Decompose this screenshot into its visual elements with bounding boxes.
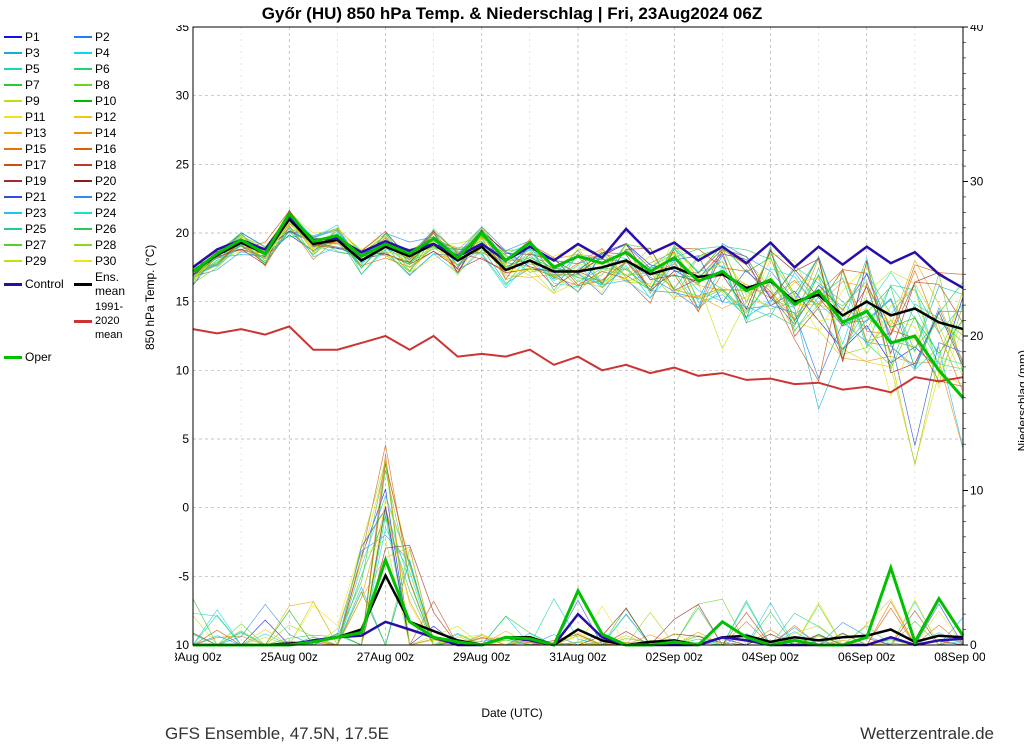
legend-item-p11: P11	[4, 110, 74, 124]
svg-text:20: 20	[970, 329, 984, 343]
legend-item-p3: P3	[4, 46, 74, 60]
svg-text:04Sep 00z: 04Sep 00z	[742, 650, 799, 664]
legend-item-p12: P12	[74, 110, 144, 124]
legend: P1P2P3P4P5P6P7P8P9P10P11P12P13P14P15P16P…	[4, 30, 154, 366]
svg-text:31Aug 00z: 31Aug 00z	[549, 650, 606, 664]
legend-item-p10: P10	[74, 94, 144, 108]
y-axis-label-left: 850 hPa Temp. (°C)	[143, 245, 157, 350]
svg-text:30: 30	[970, 175, 984, 189]
legend-item-p5: P5	[4, 62, 74, 76]
svg-text:29Aug 00z: 29Aug 00z	[453, 650, 510, 664]
legend-item-p1: P1	[4, 30, 74, 44]
chart-title: Győr (HU) 850 hPa Temp. & Niederschlag |…	[0, 4, 1024, 24]
legend-item-p16: P16	[74, 142, 144, 156]
legend-item-climo: 1991-2020 mean	[74, 300, 144, 342]
chart-container: Győr (HU) 850 hPa Temp. & Niederschlag |…	[0, 0, 1024, 750]
legend-item-control: Control	[4, 270, 74, 298]
legend-item-p27: P27	[4, 238, 74, 252]
legend-item-p6: P6	[74, 62, 144, 76]
svg-text:30: 30	[176, 89, 190, 103]
svg-text:5: 5	[182, 432, 189, 446]
svg-text:20: 20	[176, 226, 190, 240]
legend-item-p26: P26	[74, 222, 144, 236]
svg-text:25Aug 00z: 25Aug 00z	[261, 650, 318, 664]
legend-item-p17: P17	[4, 158, 74, 172]
legend-item-p25: P25	[4, 222, 74, 236]
svg-text:35: 35	[176, 25, 190, 34]
svg-text:23Aug 00z: 23Aug 00z	[175, 650, 222, 664]
legend-item-oper: Oper	[4, 350, 74, 364]
legend-item-p19: P19	[4, 174, 74, 188]
footer-left: GFS Ensemble, 47.5N, 17.5E	[165, 724, 389, 744]
y-axis-label-right: Niederschlag (mm)	[1015, 350, 1024, 451]
svg-text:08Sep 00z: 08Sep 00z	[934, 650, 985, 664]
svg-text:10: 10	[176, 363, 190, 377]
legend-item-p23: P23	[4, 206, 74, 220]
svg-text:0: 0	[182, 501, 189, 515]
footer-right: Wetterzentrale.de	[860, 724, 994, 744]
legend-item-p14: P14	[74, 126, 144, 140]
legend-item-p2: P2	[74, 30, 144, 44]
legend-item-p29: P29	[4, 254, 74, 268]
legend-item-p7: P7	[4, 78, 74, 92]
legend-item-p9: P9	[4, 94, 74, 108]
legend-item-p24: P24	[74, 206, 144, 220]
svg-text:25: 25	[176, 157, 190, 171]
legend-item-p20: P20	[74, 174, 144, 188]
svg-text:15: 15	[176, 295, 190, 309]
legend-item-p18: P18	[74, 158, 144, 172]
legend-item-p4: P4	[74, 46, 144, 60]
legend-item-p15: P15	[4, 142, 74, 156]
svg-text:-5: -5	[178, 569, 189, 583]
svg-text:27Aug 00z: 27Aug 00z	[357, 650, 414, 664]
legend-item-p21: P21	[4, 190, 74, 204]
legend-item-p30: P30	[74, 254, 144, 268]
x-axis-label: Date (UTC)	[0, 706, 1024, 720]
legend-item-p8: P8	[74, 78, 144, 92]
svg-text:06Sep 00z: 06Sep 00z	[838, 650, 895, 664]
legend-item-p22: P22	[74, 190, 144, 204]
legend-item-ens-mean: Ens. mean	[74, 270, 144, 298]
svg-text:40: 40	[970, 25, 984, 34]
svg-text:10: 10	[970, 484, 984, 498]
svg-text:02Sep 00z: 02Sep 00z	[646, 650, 703, 664]
legend-item-p28: P28	[74, 238, 144, 252]
legend-item-p13: P13	[4, 126, 74, 140]
plot-area: -10-50510152025303501020304023Aug 00z25A…	[175, 25, 985, 675]
